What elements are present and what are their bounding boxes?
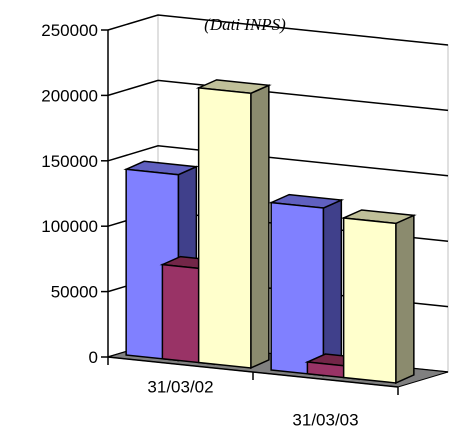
bar-front-face	[270, 201, 325, 377]
bar-front-face	[197, 87, 252, 369]
y-tick-label: 50000	[51, 283, 98, 302]
bar-side-face	[395, 214, 415, 385]
chart-subtitle: (Dati INPS)	[204, 15, 286, 34]
x-category-label: 31/03/02	[147, 378, 213, 397]
bar	[195, 79, 272, 370]
y-tick-label: 200000	[41, 86, 98, 105]
y-tick-label: 250000	[41, 21, 98, 40]
y-tick-label: 150000	[41, 152, 98, 171]
gridline	[107, 145, 449, 177]
bar-side-face	[250, 84, 270, 370]
y-tick-label: 100000	[41, 217, 98, 236]
bar-front-face	[342, 217, 397, 384]
x-category-label: 31/03/03	[292, 411, 358, 430]
gridline	[107, 14, 449, 46]
y-tick-label: 0	[89, 348, 98, 367]
bar-side-face	[322, 198, 343, 377]
gridline	[107, 79, 449, 112]
bar	[268, 193, 345, 377]
bar	[340, 209, 417, 385]
